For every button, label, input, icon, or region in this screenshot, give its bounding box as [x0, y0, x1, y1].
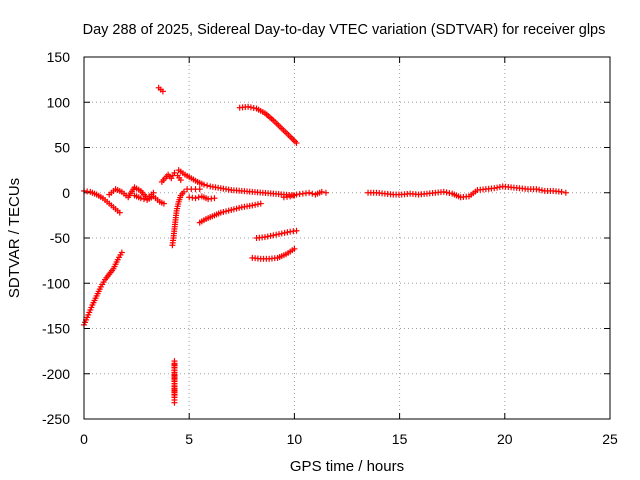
y-tick-label: -50	[50, 230, 70, 246]
data-point	[252, 201, 259, 208]
data-point	[440, 188, 447, 195]
data-point	[195, 194, 202, 201]
data-point	[273, 231, 280, 238]
data-point	[446, 190, 453, 197]
data-point	[318, 188, 325, 195]
data-point	[281, 229, 288, 236]
data-point	[287, 193, 294, 200]
data-point	[267, 232, 274, 239]
x-tick-label: 0	[80, 431, 88, 447]
data-point	[278, 230, 285, 237]
y-tick-label: -250	[42, 411, 70, 427]
data-point	[257, 200, 264, 207]
x-tick-label: 15	[392, 431, 408, 447]
data-point	[322, 189, 329, 196]
grid-lines	[84, 57, 610, 419]
plot-frame	[83, 56, 611, 420]
data-point	[496, 184, 503, 191]
data-points	[81, 84, 569, 406]
data-point	[180, 188, 187, 195]
data-point	[261, 234, 268, 241]
data-point	[264, 233, 271, 240]
data-point	[159, 88, 166, 95]
axis-ticks	[83, 56, 611, 420]
y-tick-label: -150	[42, 321, 70, 337]
chart-title: Day 288 of 2025, Sidereal Day-to-day VTE…	[83, 22, 606, 38]
data-point	[220, 208, 227, 215]
data-point	[140, 196, 147, 203]
data-point	[247, 104, 254, 111]
data-point	[200, 181, 207, 188]
data-point	[309, 190, 316, 197]
data-point	[233, 205, 240, 212]
data-point	[245, 103, 252, 110]
data-point	[228, 206, 235, 213]
data-point	[254, 201, 261, 208]
data-point	[293, 227, 300, 234]
x-tick-label: 10	[287, 431, 303, 447]
x-tick-label: 20	[497, 431, 513, 447]
data-point	[249, 202, 256, 209]
data-point	[160, 200, 167, 207]
data-point	[284, 229, 291, 236]
data-point	[562, 189, 569, 196]
x-tick-label: 25	[602, 431, 618, 447]
data-point	[177, 177, 184, 184]
data-point	[275, 231, 282, 238]
data-point	[223, 208, 230, 215]
data-point	[443, 189, 450, 196]
tick-labels: 0 5 10 15 20 25 -250 -200 -150 -100 -50 0 50 100 150	[42, 49, 618, 447]
y-tick-label: 50	[54, 140, 70, 156]
data-point	[217, 209, 224, 216]
y-tick-label: -200	[42, 366, 70, 382]
data-point	[116, 209, 123, 216]
data-point	[230, 206, 237, 213]
y-axis-title: SDTVAR / TECUs	[6, 178, 23, 298]
data-point	[211, 195, 218, 202]
y-tick-label: 150	[47, 49, 71, 65]
data-point	[270, 232, 277, 239]
data-point	[290, 192, 297, 199]
data-point	[558, 188, 565, 195]
data-point	[225, 207, 232, 214]
data-point	[204, 182, 211, 189]
data-point	[171, 169, 178, 176]
data-point	[196, 186, 203, 193]
y-tick-label: 100	[47, 94, 71, 110]
data-point	[494, 184, 501, 191]
data-point	[533, 186, 540, 193]
data-point	[306, 189, 313, 196]
data-point	[171, 394, 178, 401]
data-point	[536, 186, 543, 193]
y-tick-label: -100	[42, 275, 70, 291]
data-point	[538, 187, 545, 194]
data-point	[192, 195, 199, 202]
data-point	[118, 249, 125, 256]
data-point	[236, 204, 243, 211]
data-point	[291, 245, 298, 252]
data-point	[491, 185, 498, 192]
data-point	[250, 104, 257, 111]
y-tick-label: 0	[62, 185, 70, 201]
data-point	[293, 139, 300, 146]
data-point	[137, 195, 144, 202]
x-axis-title: GPS time / hours	[290, 458, 404, 475]
x-tick-label: 5	[185, 431, 193, 447]
